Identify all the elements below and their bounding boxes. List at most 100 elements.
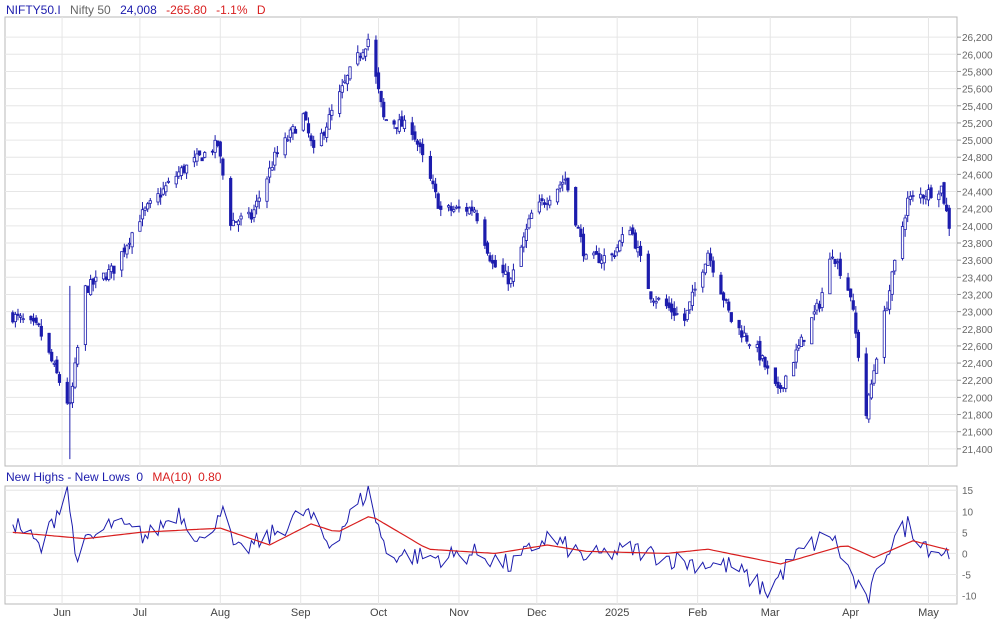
indicator-y-tick-label: -5: [962, 571, 971, 582]
candle-body: [854, 312, 858, 334]
candle-body: [229, 177, 233, 226]
candle-body: [146, 203, 150, 210]
candle-body: [330, 109, 334, 116]
candle-body: [68, 402, 72, 405]
candle-body: [706, 252, 710, 266]
candle-body: [382, 101, 386, 118]
candle-body: [817, 303, 822, 309]
candle-body: [926, 189, 931, 201]
candle-body: [760, 355, 765, 359]
candle-body: [574, 186, 578, 226]
candle-body: [402, 119, 407, 130]
price-y-tick-label: 24,200: [962, 205, 993, 216]
candle-body: [70, 385, 75, 404]
candle-body: [127, 242, 132, 245]
candle-body: [286, 139, 290, 142]
candle-body: [415, 140, 420, 145]
x-tick-label: 2025: [605, 607, 629, 619]
candle-body: [275, 152, 279, 155]
indicator-y-tick-label: 15: [962, 486, 974, 497]
candle-body: [763, 357, 767, 368]
candle-body: [939, 185, 944, 194]
candle-body: [887, 290, 892, 310]
candle-body: [73, 362, 77, 388]
candle-body: [325, 126, 329, 138]
candle-body: [903, 217, 907, 231]
indicator-pane: -10 -5 0 5 10 15: [4, 485, 977, 605]
candle-body: [830, 256, 835, 259]
candle-body: [101, 272, 106, 280]
candle-body: [491, 260, 495, 264]
candle-body: [148, 200, 152, 204]
x-tick-label: Sep: [291, 607, 311, 619]
candle-body: [358, 55, 362, 58]
candle-body: [890, 271, 894, 295]
indicator-name[interactable]: New Highs - New Lows: [6, 470, 131, 484]
candle-body: [179, 167, 183, 176]
indicator-y-tick-label: 0: [962, 549, 968, 560]
candle-body: [833, 258, 837, 264]
period-label[interactable]: D: [256, 3, 266, 17]
candle-body: [50, 351, 54, 362]
price-y-tick-label: 25,200: [962, 119, 993, 130]
candle-body: [452, 209, 456, 212]
x-tick-label: Jul: [133, 607, 147, 619]
candle-body: [791, 362, 796, 377]
x-tick-label: May: [918, 607, 939, 619]
price-y-tick-label: 23,800: [962, 239, 993, 250]
candle-body: [942, 182, 946, 204]
price-y-tick-label: 22,400: [962, 359, 993, 370]
candle-body: [309, 135, 313, 142]
candle-body: [633, 232, 637, 249]
candle-body: [555, 188, 560, 203]
candle-body: [319, 132, 324, 147]
candle-body: [125, 245, 129, 255]
price-y-tick-label: 26,000: [962, 50, 993, 61]
candle-body: [846, 277, 850, 291]
price-y-tick-label: 22,600: [962, 342, 993, 353]
symbol-label[interactable]: NIFTY50.I: [6, 3, 61, 17]
candle-body: [57, 374, 62, 383]
candle-body: [348, 66, 352, 80]
candle-body: [906, 197, 910, 216]
candle-body: [293, 128, 298, 134]
price-y-tick-label: 25,000: [962, 136, 993, 147]
candle-body: [397, 119, 401, 132]
candle-body: [828, 258, 832, 295]
candle-body: [849, 288, 853, 298]
candle-body: [563, 178, 567, 181]
price-change-percent: -1.1%: [216, 3, 248, 17]
candle-body: [657, 297, 661, 300]
candle-body: [192, 157, 196, 163]
candle-body: [267, 167, 272, 178]
candle-body: [937, 193, 941, 201]
candle-body: [755, 344, 759, 348]
candle-body: [529, 212, 534, 219]
candle-body: [527, 218, 531, 229]
candle-body: [540, 198, 544, 202]
candle-body: [236, 220, 241, 226]
price-y-tick-label: 25,400: [962, 102, 993, 113]
candle-body: [392, 120, 396, 125]
candle-body: [646, 253, 650, 289]
candle-body: [929, 187, 933, 198]
indicator-value: 0: [136, 470, 144, 484]
candle-body: [467, 207, 471, 215]
candle-body: [363, 48, 368, 57]
candle-body: [727, 301, 731, 311]
candle-body: [719, 274, 723, 295]
x-tick-label: Apr: [842, 607, 859, 619]
highs-lows-line: [12, 485, 950, 604]
ma-label[interactable]: MA(10): [152, 470, 192, 484]
candle-body: [156, 193, 160, 203]
candle-body: [361, 52, 365, 59]
candle-body: [94, 276, 98, 282]
candle-body: [89, 279, 93, 296]
candle-body: [628, 229, 632, 236]
candle-body: [506, 272, 510, 285]
candle-body: [820, 292, 824, 308]
candle-body: [620, 234, 624, 243]
price-y-tick-label: 25,600: [962, 85, 993, 96]
candle-body: [410, 122, 414, 135]
